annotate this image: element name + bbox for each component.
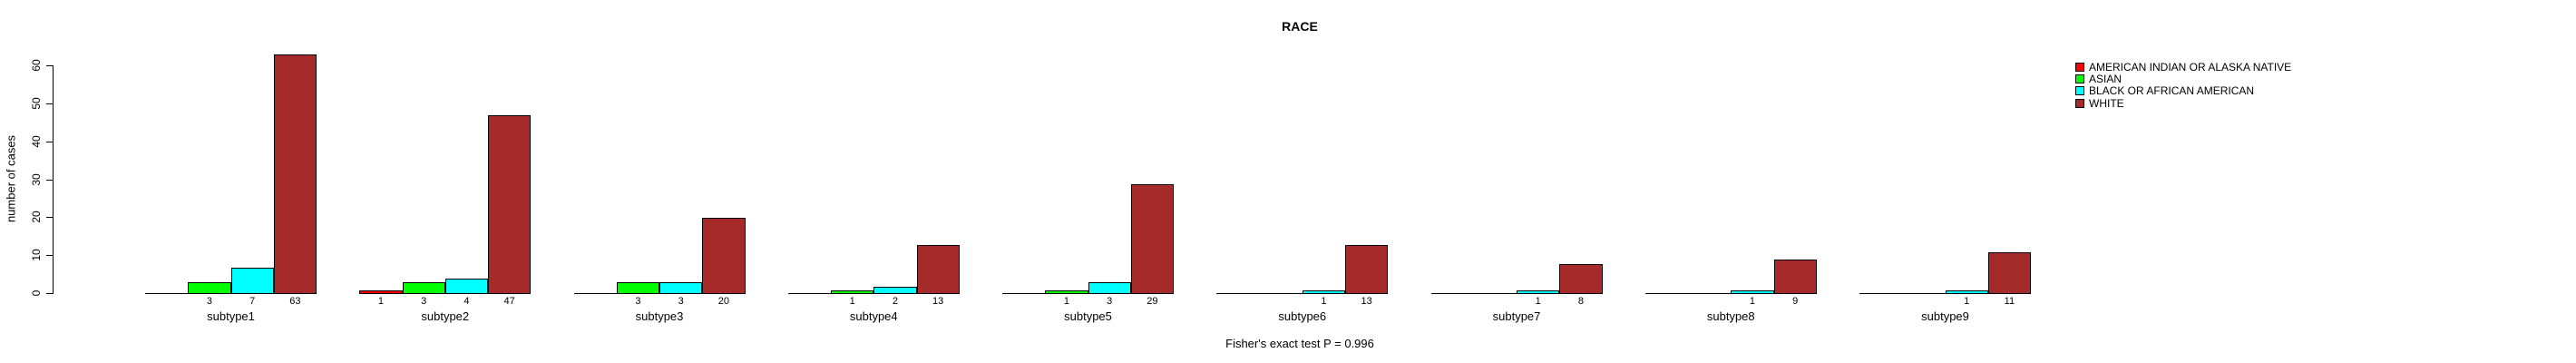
y-tick-mark	[46, 255, 53, 257]
bar-value-label: 3	[678, 296, 684, 307]
bar	[702, 218, 746, 294]
bar-value-label: 1	[377, 296, 384, 307]
bar-value-label: 1	[1749, 296, 1755, 307]
bar	[230, 268, 274, 294]
bar-value-label: 11	[2004, 296, 2015, 307]
bar-value-label: 47	[503, 296, 515, 307]
bar	[359, 290, 403, 294]
y-tick-label: 20	[30, 211, 43, 224]
y-axis-line	[53, 65, 54, 294]
legend-item: WHITE	[2075, 96, 2291, 110]
y-tick-label: 50	[30, 97, 43, 110]
x-axis-group-label: subtype9	[1921, 309, 1969, 323]
chart-title: RACE	[1282, 19, 1318, 34]
x-axis-group-label: subtype7	[1492, 309, 1541, 323]
bar-value-label: 29	[1147, 296, 1158, 307]
legend-label: BLACK OR AFRICAN AMERICAN	[2089, 84, 2255, 98]
bar-value-label: 20	[717, 296, 729, 307]
bar-value-label: 63	[289, 296, 301, 307]
legend-item: AMERICAN INDIAN OR ALASKA NATIVE	[2075, 60, 2292, 74]
bar	[1987, 252, 2031, 294]
x-axis-group-label: subtype1	[207, 309, 255, 323]
bar	[1345, 245, 1389, 294]
y-tick-label: 30	[30, 172, 43, 186]
bar-value-label: 9	[1792, 296, 1799, 307]
bar	[659, 282, 703, 294]
x-axis-group-label: subtype3	[635, 309, 684, 323]
x-axis-group-label: subtype8	[1706, 309, 1755, 323]
legend-label: ASIAN	[2089, 73, 2122, 86]
y-tick-mark	[46, 65, 53, 66]
x-axis-group-label: subtype5	[1064, 309, 1112, 323]
bar-value-label: 1	[1063, 296, 1069, 307]
bar-value-label: 3	[206, 296, 212, 307]
y-tick-label: 10	[30, 249, 43, 261]
y-tick-mark	[46, 293, 53, 294]
x-axis-group-label: subtype4	[849, 309, 898, 323]
legend-label: WHITE	[2089, 96, 2124, 110]
bar	[1773, 260, 1817, 294]
bar-value-label: 2	[892, 296, 898, 307]
bar	[1130, 184, 1174, 294]
x-axis-group-label: subtype6	[1278, 309, 1327, 323]
bar	[1045, 290, 1088, 294]
legend-swatch	[2075, 98, 2084, 108]
y-tick-label: 0	[30, 289, 43, 297]
bar	[1517, 290, 1560, 294]
bar-value-label: 1	[1964, 296, 1970, 307]
bar	[1731, 290, 1774, 294]
bar	[873, 287, 917, 294]
legend-label: AMERICAN INDIAN OR ALASKA NATIVE	[2089, 60, 2292, 74]
y-tick-mark	[46, 217, 53, 219]
bar	[488, 115, 532, 294]
bar	[444, 279, 488, 294]
legend-item: BLACK OR AFRICAN AMERICAN	[2075, 84, 2291, 98]
bar	[188, 282, 231, 294]
y-tick-label: 40	[30, 134, 43, 148]
bar	[1088, 282, 1131, 294]
bar-value-label: 13	[1361, 296, 1372, 307]
bar-value-label: 1	[1321, 296, 1327, 307]
y-tick-mark	[46, 179, 53, 181]
bar	[402, 282, 445, 294]
y-tick-mark	[46, 103, 53, 104]
legend-swatch	[2075, 62, 2084, 72]
bar-value-label: 1	[849, 296, 855, 307]
bar-value-label: 1	[1535, 296, 1541, 307]
y-tick-label: 60	[30, 59, 43, 72]
bar-value-label: 8	[1577, 296, 1584, 307]
legend-swatch	[2075, 86, 2084, 96]
x-axis-group-label: subtype2	[421, 309, 470, 323]
bar-value-label: 3	[1107, 296, 1113, 307]
bar	[273, 54, 317, 294]
bar-value-label: 3	[635, 296, 641, 307]
bar-value-label: 7	[249, 296, 256, 307]
fisher-test-annotation: Fisher's exact test P = 0.996	[1225, 337, 1374, 350]
bar	[831, 290, 874, 294]
legend-swatch	[2075, 74, 2084, 84]
bar	[1559, 264, 1603, 294]
bar	[1945, 290, 1988, 294]
bar	[1302, 290, 1345, 294]
bar	[616, 282, 659, 294]
y-axis-title: number of cases	[4, 134, 18, 223]
bar-value-label: 4	[463, 296, 470, 307]
bar	[916, 245, 960, 294]
bar-value-label: 3	[421, 296, 427, 307]
bar-value-label: 13	[932, 296, 944, 307]
legend-item: ASIAN	[2075, 73, 2291, 86]
legend: AMERICAN INDIAN OR ALASKA NATIVE ASIAN BLA…	[2075, 61, 2291, 110]
